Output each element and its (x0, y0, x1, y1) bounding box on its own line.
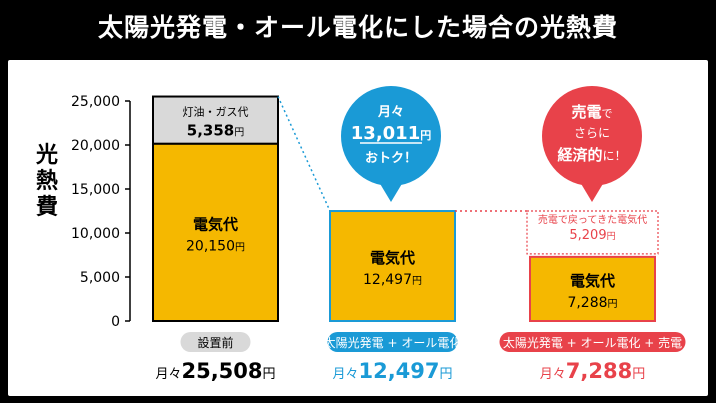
category-badge (180, 332, 251, 352)
bars (152, 95, 659, 323)
sell-bubble-text: 経済的に！ (557, 146, 626, 164)
text-span: で (602, 107, 613, 120)
text-span: 月々 (155, 367, 181, 382)
y-ticks: 0 5,000 10,000 15,000 20,000 25,000 (71, 94, 130, 330)
y-tick-label: 15,000 (71, 182, 120, 198)
text-span: 円 (412, 276, 422, 287)
text-span: 7,288 (567, 295, 607, 311)
text-span: 20,150 (186, 238, 235, 254)
monthly-total: 月々7,288円 (540, 359, 645, 383)
sell-bubble-text: 売電で (571, 103, 612, 121)
savings-bubble (341, 86, 441, 186)
text-span: 25,508 (181, 359, 262, 383)
totals: 月々25,508円 月々12,497円 月々7,288円 (155, 359, 645, 383)
sell-bubble-pointer (580, 182, 604, 202)
text-span: 円 (234, 128, 244, 139)
sell-back-label: 売電で戻ってきた電気代 (538, 213, 647, 226)
text-span: 12,497 (363, 272, 412, 288)
page-title: 太陽光発電・オール電化にした場合の光熱費 (97, 13, 618, 42)
category-label: 太陽光発電 + オール電化 + 売電 (503, 335, 682, 350)
savings-bubble-text: 13,011円 (351, 123, 431, 144)
category-badge (499, 332, 686, 352)
y-tick-label: 20,000 (71, 138, 120, 154)
chart-panel: 光熱費 0 5,000 10,000 15,000 20,000 25,000 灯油・ガス… (8, 60, 708, 396)
bar-electricity (529, 255, 656, 322)
savings-bubble-text: おトク！ (365, 151, 417, 166)
category-badges: 設置前 太陽光発電 + オール電化 太陽光発電 + オール電化 + 売電 (180, 332, 686, 352)
text-span: に！ (603, 149, 627, 163)
savings-bubble-pointer (379, 182, 403, 202)
text-span: 経済的 (557, 146, 602, 164)
text-span: 月々 (540, 367, 566, 382)
bar-electricity (329, 210, 456, 322)
text-span: 円 (263, 367, 276, 382)
sell-bubble-text: さらに (574, 126, 610, 140)
monthly-total: 月々25,508円 (155, 359, 275, 383)
savings-bubble-text: 月々 (377, 105, 404, 120)
fuel-series-label: 灯油・ガス代 (183, 105, 249, 119)
text-span: 13,011 (351, 123, 420, 144)
y-tick-label: 25,000 (71, 94, 120, 110)
electricity-series-label: 電気代 (370, 249, 415, 267)
connectors (277, 96, 527, 212)
text-span: 7,288 (566, 359, 632, 383)
text-span: 5,358 (187, 122, 234, 140)
bar-electricity (152, 142, 279, 323)
text-span: 円 (420, 129, 431, 142)
text-span: 月々 (332, 367, 358, 382)
electricity-value-label: 20,150円 (186, 238, 245, 254)
y-axis-label-char: 熱 (36, 168, 58, 194)
text-span: 5,209 (569, 228, 606, 243)
sell-bubble (542, 86, 642, 186)
fuel-value-label: 5,358円 (187, 122, 244, 140)
category-badge (327, 332, 458, 352)
y-axis-label-char: 光 (35, 143, 58, 168)
y-tick-label: 10,000 (71, 226, 120, 242)
chart-svg: 光熱費 0 5,000 10,000 15,000 20,000 25,000 灯油・ガス… (35, 86, 686, 383)
category-label: 設置前 (197, 335, 233, 350)
bar-fuel-gas (152, 95, 279, 145)
y-axis-label: 光熱費 (35, 143, 58, 220)
sell-back-box (526, 210, 659, 255)
monthly-total: 月々12,497円 (332, 359, 452, 383)
text-span: 売電 (571, 103, 601, 121)
electricity-series-label: 電気代 (193, 215, 238, 233)
y-tick-label: 5,000 (80, 270, 120, 286)
text-span: 12,497 (358, 359, 439, 383)
text-span: 円 (607, 231, 616, 242)
text-span: 円 (632, 367, 645, 382)
connector-line (277, 96, 331, 212)
y-axis-label-char: 費 (36, 195, 58, 220)
category-label: 太陽光発電 + オール電化 (324, 335, 462, 350)
electricity-series-label: 電気代 (570, 272, 615, 290)
text-span: 円 (440, 367, 453, 382)
sell-back-value: 5,209円 (569, 228, 615, 243)
text-span: 円 (235, 242, 245, 253)
electricity-value-label: 12,497円 (363, 272, 422, 288)
text-span: 円 (608, 299, 618, 310)
electricity-value-label: 7,288円 (567, 295, 617, 311)
y-tick-label: 0 (111, 314, 120, 330)
